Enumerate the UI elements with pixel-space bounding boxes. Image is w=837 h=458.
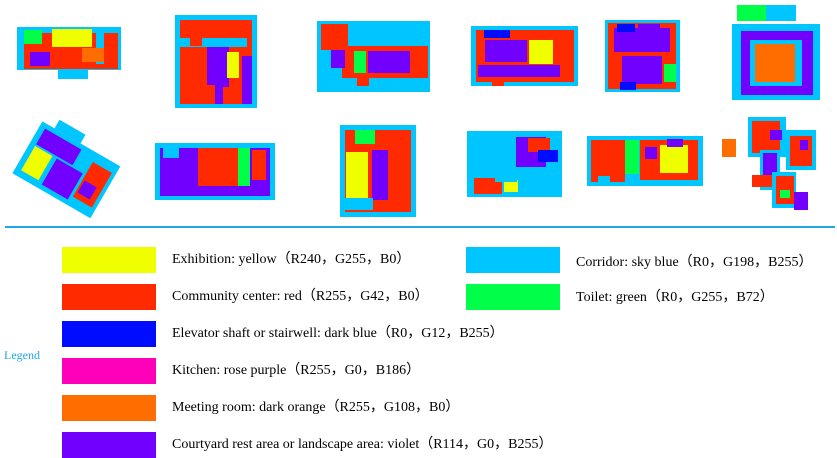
floor-plan-11 [587,136,703,186]
room-exhibition [346,152,368,200]
room-courtyard [667,139,683,147]
floor-plan-8 [155,143,275,200]
swatch-exhibition [62,247,156,273]
swatch-meeting-room [62,395,156,421]
room-elevator [484,30,510,38]
room-elevator [617,24,635,32]
label-community-center: Community center: red（R255，G42，B0） [172,289,429,304]
room-community [752,175,772,187]
room-courtyard [660,28,668,38]
room-meeting [722,139,736,157]
label-courtyard: Courtyard rest area or landscape area: v… [172,437,553,452]
floor-plan-6 [732,5,820,100]
room-corridor [163,146,179,158]
room-toilet [737,5,767,21]
room-corridor [345,198,373,210]
swatch-courtyard [62,432,156,458]
room-courtyard [331,50,345,68]
room-community [528,138,550,152]
floor-plan-9 [340,125,416,217]
room-community [190,85,220,102]
room-corridor [495,170,517,182]
room-exhibition [529,40,553,64]
room-corridor [766,5,796,21]
floor-plan-thumbnails [12,5,820,219]
label-elevator-stairwell: Elevator shaft or stairwell: dark blue（R… [172,326,504,341]
room-courtyard [41,158,83,200]
floor-plan-4 [471,26,578,86]
room-community [198,148,238,186]
room-courtyard [622,56,662,84]
room-toilet [625,140,639,174]
room-community [321,24,348,50]
floor-plan-12 [722,117,816,210]
room-courtyard [800,140,808,150]
room-exhibition [21,146,53,181]
room-elevator [620,82,636,90]
room-courtyard [372,150,388,200]
label-corridor: Corridor: sky blue（R0，G198，B255） [576,255,813,270]
room-toilet [664,64,676,82]
swatch-kitchen [62,358,156,384]
room-exhibition [660,145,688,173]
swatch-corridor [466,247,560,273]
room-courtyard [77,180,97,200]
room-toilet [355,130,375,144]
room-corridor [177,38,247,47]
room-exhibition [504,180,518,192]
room-courtyard [478,65,560,77]
room-courtyard [794,192,808,210]
room-courtyard [485,40,527,62]
room-meeting [82,48,104,62]
label-exhibition: Exhibition: yellow（R240，G255，B0） [172,252,411,267]
room-courtyard [242,56,252,104]
room-corridor [54,119,86,144]
floor-plan-10 [467,131,562,197]
room-toilet [238,148,250,186]
room-toilet [354,51,366,73]
room-corridor [598,176,610,184]
divider-line [5,226,835,228]
floor-plan-1 [17,27,121,79]
room-courtyard [638,24,660,32]
room-courtyard [30,52,50,66]
room-corridor [96,30,104,64]
floor-plan-2 [175,15,257,108]
room-meeting [755,44,795,82]
room-courtyard [368,51,410,73]
room-community [591,140,625,182]
room-community [252,150,266,180]
swatch-community-center [62,284,156,310]
room-elevator [538,150,558,162]
room-courtyard [36,128,82,166]
room-community [190,22,202,46]
room-community [357,76,369,86]
swatch-elevator-stairwell [62,321,156,347]
room-courtyard [207,47,229,87]
legend-title: Legend [4,348,40,362]
room-corridor [58,70,88,79]
room-exhibition [52,29,92,47]
room-courtyard [215,84,223,104]
floor-plan-3 [317,21,430,92]
floor-plan-7 [12,119,121,219]
label-meeting-room: Meeting room: dark orange（R255，G108，B0） [172,400,460,415]
label-toilet: Toilet: green（R0，G255，B72） [576,290,774,305]
room-courtyard [645,147,657,159]
label-kitchen: Kitchen: rose purple（R255，G0，B186） [172,363,421,378]
room-exhibition [227,52,239,78]
room-toilet [24,30,42,44]
room-courtyard [770,130,782,140]
room-community [492,78,504,86]
floor-plan-5 [605,20,680,92]
swatch-toilet [466,284,560,310]
room-toilet [780,190,790,198]
